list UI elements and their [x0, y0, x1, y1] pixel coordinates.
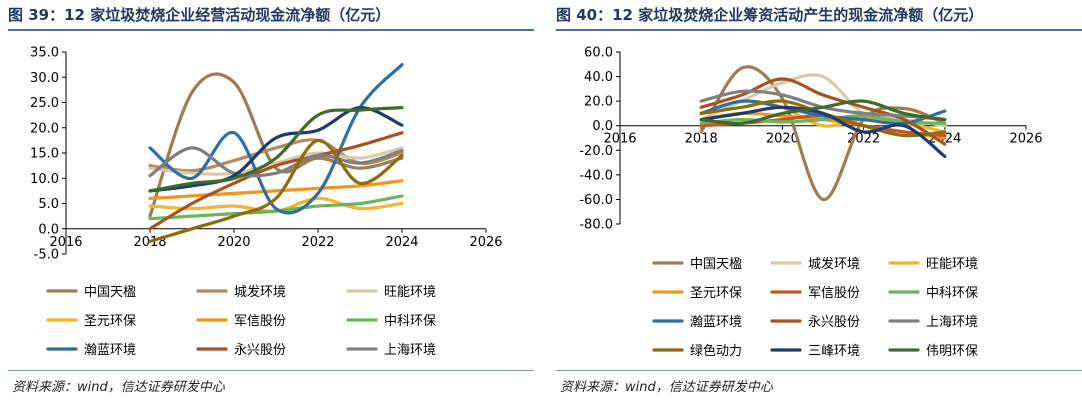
y-tick-label: 5.0: [38, 197, 59, 212]
chart-title: 图 39：12 家垃圾焚烧企业经营活动现金流净额（亿元）: [8, 6, 391, 24]
line-chart-financing-cashflow: 60.0 40.0 20.0 0.0 -20.0 -40.0 -60.0 -80.0 2016 2…: [579, 46, 1042, 360]
legend-label: 上海环境: [926, 315, 978, 330]
x-tick-label: 2020: [766, 132, 799, 147]
series-line-1: [148, 72, 404, 218]
legend-label: 三峰环境: [808, 344, 860, 359]
series-line-6: [148, 194, 404, 221]
series-line-7: [699, 99, 947, 126]
legend-label: 永兴股份: [808, 315, 860, 330]
x-tick-label: 2026: [469, 235, 502, 250]
title-divider: [8, 29, 534, 31]
y-tick-label: 20.0: [30, 121, 59, 136]
chart-title: 图 40：12 家垃圾焚烧企业筹资活动产生的现金流净额（亿元）: [556, 6, 984, 24]
legend-label: 旺能环境: [926, 257, 978, 272]
y-tick-label: -5.0: [34, 248, 59, 263]
legend-label: 军信股份: [808, 286, 860, 301]
legend-label: 城发环境: [234, 284, 286, 300]
y-tick-label: 40.0: [584, 70, 613, 85]
y-tick-label: 15.0: [30, 147, 59, 162]
source-divider: [556, 370, 1082, 371]
series-line-5: [148, 179, 404, 200]
y-tick-label: 25.0: [30, 96, 59, 111]
y-tick-label: 35.0: [30, 46, 59, 61]
series-line-11: [148, 106, 404, 193]
y-tick-label: -60.0: [579, 193, 613, 208]
series-line-8: [699, 77, 947, 146]
series-line-12: [148, 106, 404, 193]
x-tick-label: 2026: [1009, 132, 1042, 147]
legend-label: 旺能环境: [384, 285, 436, 300]
legend-label: 军信股份: [234, 314, 286, 329]
source-divider: [8, 370, 534, 371]
x-tick-label: 2024: [385, 235, 418, 250]
legend-label: 中国天楹: [84, 284, 136, 300]
y-tick-label: 10.0: [30, 172, 59, 187]
series-line-11: [699, 105, 947, 158]
source-note: 资料来源：wind，信达证券研发中心: [12, 380, 225, 395]
series-line-3: [148, 146, 404, 176]
title-divider: [556, 29, 1082, 31]
legend-label: 上海环境: [384, 343, 436, 358]
legend-label: 瀚蓝环境: [690, 315, 742, 330]
x-tick-label: 2016: [49, 235, 82, 250]
series-line-12: [699, 99, 947, 126]
y-tick-label: -80.0: [579, 218, 613, 233]
legend-label: 伟明环保: [926, 344, 978, 359]
chart-panel-right: 图 40：12 家垃圾焚烧企业筹资活动产生的现金流净额（亿元） 60.0 40.0…: [556, 0, 1082, 401]
x-tick-label: 2016: [603, 132, 636, 147]
legend-label: 永兴股份: [234, 343, 286, 358]
y-tick-label: 0.0: [38, 222, 59, 237]
legend-label: 中科环保: [926, 286, 978, 301]
y-tick-label: 60.0: [584, 46, 613, 61]
legend-label: 圣元环保: [84, 314, 136, 329]
y-tick-label: -20.0: [579, 144, 613, 159]
x-tick-label: 2020: [217, 235, 250, 250]
series-line-1: [699, 65, 947, 201]
y-tick-label: 20.0: [584, 95, 613, 110]
chart-panel-left: 图 39：12 家垃圾焚烧企业经营活动现金流净额（亿元） 35.0 30.0 25.…: [8, 0, 534, 401]
legend-label: 中国天楹: [690, 256, 742, 272]
x-tick-label: 2022: [301, 235, 334, 250]
legend-label: 绿色动力: [690, 343, 742, 359]
legend-label: 中科环保: [384, 314, 436, 329]
series-line-9: [148, 146, 404, 178]
y-tick-label: -40.0: [579, 168, 613, 183]
legend-label: 城发环境: [808, 256, 860, 272]
x-tick-label: 2018: [685, 132, 718, 147]
series-line-10: [148, 138, 404, 243]
source-note: 资料来源：wind，信达证券研发中心: [560, 380, 773, 395]
series-line-8: [148, 131, 404, 231]
y-tick-label: 30.0: [30, 71, 59, 86]
legend-label: 瀚蓝环境: [84, 343, 136, 358]
legend-label: 圣元环保: [690, 286, 742, 301]
y-tick-label: 0.0: [592, 119, 613, 134]
